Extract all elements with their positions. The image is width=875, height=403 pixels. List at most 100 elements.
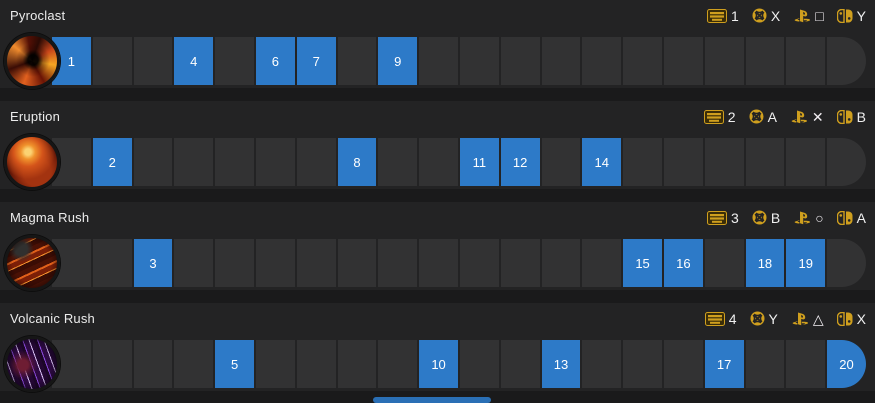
- switch-joycon-icon: [836, 109, 853, 124]
- level-cell: [255, 340, 295, 388]
- level-cell: [296, 239, 336, 287]
- ability-name: Volcanic Rush: [10, 311, 95, 326]
- level-cell: [133, 37, 173, 85]
- eruption-ability-icon[interactable]: [4, 134, 60, 190]
- level-cell: [745, 138, 785, 186]
- playstation-binding-symbol: □: [815, 7, 824, 24]
- input-bindings: 4 Y △: [704, 310, 866, 327]
- switch-joycon-icon: [836, 210, 853, 225]
- ability-name: Pyroclast: [10, 8, 66, 23]
- ability-name: Magma Rush: [10, 210, 90, 225]
- level-cell: [623, 37, 662, 85]
- xbox-icon: [750, 311, 765, 326]
- pyroclast-ability-icon[interactable]: [4, 33, 60, 89]
- level-cell: [419, 138, 458, 186]
- level-cell: [500, 340, 540, 388]
- level-cell: [663, 340, 703, 388]
- xbox-binding: B: [752, 210, 780, 225]
- xbox-icon: [749, 109, 764, 124]
- level-cell: [704, 239, 744, 287]
- keyboard-icon: [703, 109, 724, 124]
- level-cell: 9: [378, 37, 418, 85]
- xbox-icon: [752, 210, 767, 225]
- keyboard-binding: 3: [707, 209, 739, 226]
- xbox-binding-label: A: [767, 108, 777, 125]
- level-cell: [541, 239, 581, 287]
- level-cell: 12: [500, 138, 540, 186]
- level-cell: [459, 239, 499, 287]
- playstation-binding: ○: [793, 209, 824, 226]
- input-bindings: 3 B ○: [707, 210, 866, 225]
- switch-binding-label: A: [856, 209, 866, 226]
- level-cell: [215, 138, 254, 186]
- level-cell: [459, 340, 499, 388]
- level-cell: [582, 37, 622, 85]
- level-cell: 16: [663, 239, 703, 287]
- level-cell: [704, 138, 744, 186]
- switch-binding-label: X: [856, 310, 866, 327]
- level-cell: 4: [174, 37, 214, 85]
- level-cell: [827, 138, 866, 186]
- level-cell: [215, 37, 254, 85]
- level-cell: [133, 138, 173, 186]
- keyboard-binding-label: 4: [728, 310, 737, 327]
- level-track: 5 10 13 17 20: [52, 340, 866, 388]
- level-cell: [541, 37, 581, 85]
- ability-row: Volcanic Rush 4: [0, 303, 875, 392]
- ability-name: Eruption: [10, 109, 61, 124]
- level-cell: [663, 138, 703, 186]
- horizontal-scrollbar-thumb[interactable]: [373, 397, 491, 403]
- level-cell: [704, 37, 744, 85]
- ability-row-header: Eruption 2: [0, 107, 875, 126]
- playstation-icon: [794, 211, 811, 224]
- level-cell: [296, 340, 336, 388]
- keyboard-binding-label: 1: [731, 7, 739, 24]
- level-cell: [541, 138, 581, 186]
- level-cell: [419, 37, 458, 85]
- level-cell: [337, 37, 377, 85]
- level-cell: 2: [92, 138, 132, 186]
- level-cell: [92, 37, 132, 85]
- level-cell: [215, 239, 254, 287]
- playstation-icon: [794, 9, 811, 22]
- level-cell: [786, 37, 826, 85]
- level-cell: 11: [459, 138, 499, 186]
- magma-rush-ability-icon[interactable]: [4, 235, 60, 291]
- level-cell: [663, 37, 703, 85]
- playstation-binding-symbol: ✕: [811, 108, 824, 125]
- switch-binding-label: B: [856, 108, 866, 125]
- level-cell: [337, 340, 377, 388]
- level-cell: [174, 239, 214, 287]
- level-cell: [745, 340, 785, 388]
- playstation-binding-symbol: ○: [815, 209, 824, 226]
- ability-row: Pyroclast 1: [0, 0, 875, 89]
- xbox-binding: Y: [750, 311, 778, 326]
- level-track-wrap: 3 15 16 18 19: [0, 235, 875, 291]
- playstation-binding-symbol: △: [812, 310, 824, 327]
- level-cell: [419, 239, 458, 287]
- playstation-binding: □: [793, 7, 824, 24]
- level-cell: 10: [419, 340, 458, 388]
- level-cell: 15: [623, 239, 662, 287]
- keyboard-binding: 2: [703, 109, 736, 124]
- keyboard-binding: 4: [704, 310, 737, 327]
- switch-binding: B: [836, 108, 866, 125]
- level-cell: 5: [215, 340, 254, 388]
- xbox-binding: X: [752, 8, 780, 23]
- level-cell: [255, 239, 295, 287]
- xbox-binding-label: Y: [768, 310, 778, 327]
- playstation-icon: [791, 110, 807, 123]
- ability-row: Eruption 2: [0, 101, 875, 190]
- ability-progress-panel: Pyroclast 1: [0, 0, 875, 392]
- switch-binding: A: [836, 209, 866, 226]
- keyboard-binding-label: 3: [731, 209, 739, 226]
- level-cell: [786, 138, 826, 186]
- level-cell: [133, 340, 173, 388]
- level-cell: [255, 138, 295, 186]
- level-cell: 18: [745, 239, 785, 287]
- level-cell: [582, 239, 622, 287]
- switch-joycon-icon: [836, 311, 853, 326]
- volcanic-rush-ability-icon[interactable]: [4, 336, 60, 392]
